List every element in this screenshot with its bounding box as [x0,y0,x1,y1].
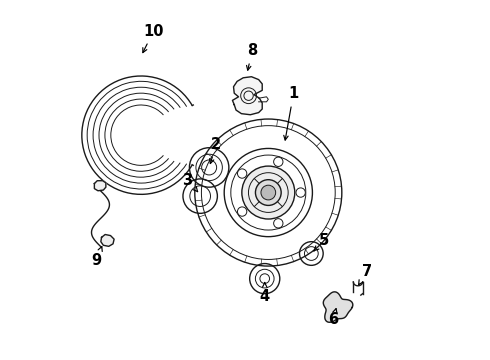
Circle shape [238,169,247,178]
Circle shape [296,188,305,197]
Polygon shape [323,292,353,322]
Polygon shape [101,234,114,246]
Text: 8: 8 [246,44,257,70]
Text: 5: 5 [314,234,329,251]
Text: 1: 1 [284,86,298,140]
Circle shape [273,157,283,166]
Circle shape [242,166,295,219]
Circle shape [238,207,247,216]
Text: 6: 6 [328,309,338,327]
Text: 7: 7 [359,264,372,285]
Circle shape [273,219,283,228]
Polygon shape [232,77,262,115]
Text: 2: 2 [210,137,221,163]
Polygon shape [95,181,106,191]
Text: 10: 10 [143,24,164,53]
Text: 4: 4 [260,283,270,304]
Circle shape [261,185,276,200]
Circle shape [255,180,281,206]
Text: 9: 9 [91,247,102,268]
Text: 3: 3 [183,172,197,192]
